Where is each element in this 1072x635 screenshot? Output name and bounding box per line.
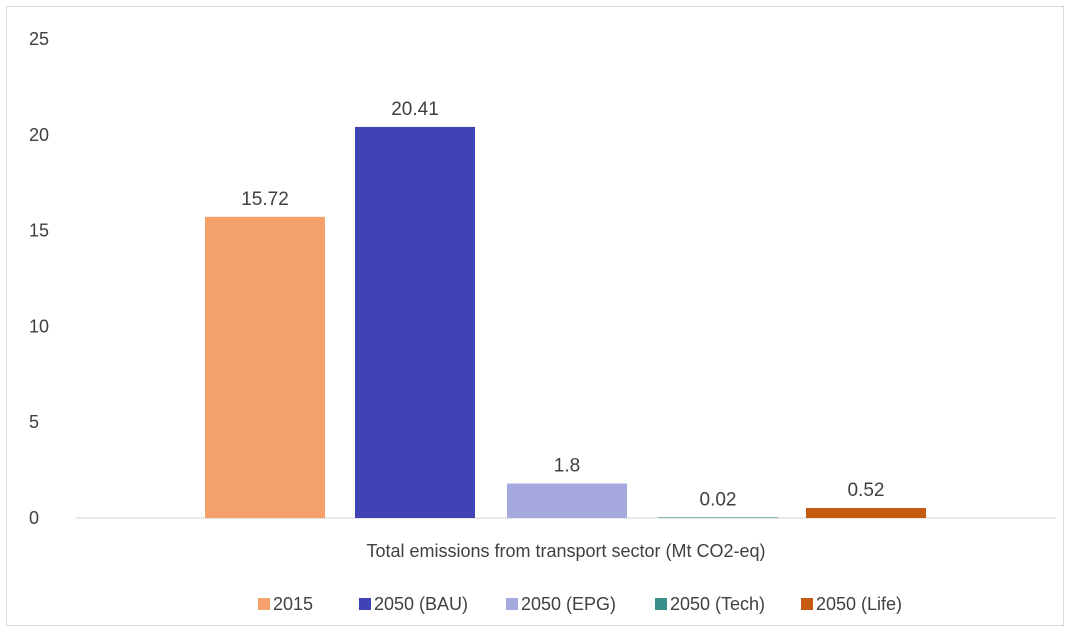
legend-swatch [801, 598, 813, 610]
legend-swatch [655, 598, 667, 610]
legend-label: 2050 (Life) [816, 594, 902, 614]
y-tick-label: 15 [29, 221, 49, 241]
y-tick-label: 20 [29, 125, 49, 145]
y-tick-label: 5 [29, 412, 39, 432]
bar-2050-bau [355, 126, 475, 518]
category-label: Total emissions from transport sector (M… [366, 541, 765, 561]
data-label: 0.02 [700, 489, 737, 510]
y-tick-label: 25 [29, 29, 49, 49]
y-axis-ticks: 0 5 10 15 20 25 [29, 29, 49, 528]
data-label: 1.8 [554, 456, 580, 477]
data-labels: 15.72 20.41 1.8 0.02 0.52 [241, 99, 884, 510]
legend-label: 2050 (Tech) [670, 594, 765, 614]
legend-swatch [359, 598, 371, 610]
bar-2050-epg [507, 483, 627, 518]
legend-swatch [506, 598, 518, 610]
legend-label: 2015 [273, 594, 313, 614]
bar-2050-life [806, 508, 926, 518]
data-label: 0.52 [848, 480, 885, 501]
y-tick-label: 0 [29, 508, 39, 528]
legend-label: 2050 (EPG) [521, 594, 616, 614]
data-label: 15.72 [241, 189, 289, 210]
legend-swatch [258, 598, 270, 610]
y-tick-label: 10 [29, 316, 49, 336]
legend: 2015 2050 (BAU) 2050 (EPG) 2050 (Tech) 2050 … [258, 594, 902, 614]
bars [205, 126, 926, 518]
chart-frame [6, 6, 1064, 626]
bar-2015 [205, 216, 325, 518]
data-label: 20.41 [391, 99, 439, 120]
legend-label: 2050 (BAU) [374, 594, 468, 614]
bar-2050-tech [658, 517, 778, 518]
